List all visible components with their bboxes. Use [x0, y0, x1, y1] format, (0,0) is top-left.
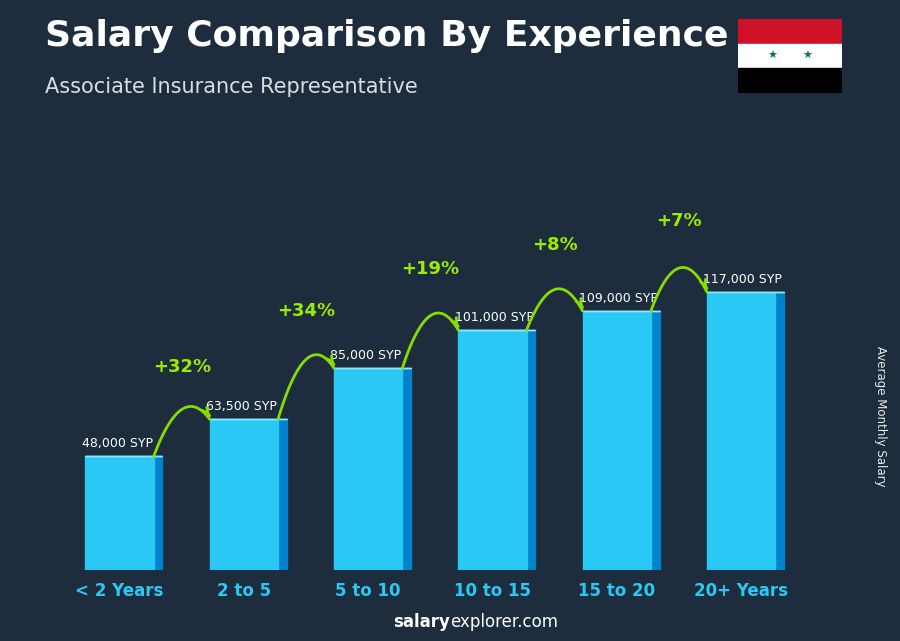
Text: 101,000 SYP: 101,000 SYP	[454, 311, 534, 324]
Bar	[738, 69, 842, 93]
Text: +19%: +19%	[401, 260, 459, 278]
Bar	[334, 368, 402, 570]
Bar	[738, 19, 842, 44]
Text: +32%: +32%	[153, 358, 211, 376]
Bar	[210, 419, 278, 570]
Text: Associate Insurance Representative: Associate Insurance Representative	[45, 77, 418, 97]
Polygon shape	[154, 456, 162, 570]
Text: 48,000 SYP: 48,000 SYP	[82, 437, 153, 450]
Bar	[86, 456, 154, 570]
Bar	[706, 292, 775, 570]
Polygon shape	[402, 368, 411, 570]
Text: explorer.com: explorer.com	[450, 613, 558, 631]
Text: Average Monthly Salary: Average Monthly Salary	[874, 346, 886, 487]
Bar	[458, 330, 526, 570]
Text: 63,500 SYP: 63,500 SYP	[206, 401, 277, 413]
Polygon shape	[651, 311, 660, 570]
Text: Salary Comparison By Experience: Salary Comparison By Experience	[45, 19, 728, 53]
Polygon shape	[775, 292, 784, 570]
Text: salary: salary	[393, 613, 450, 631]
Text: +8%: +8%	[532, 236, 578, 254]
Polygon shape	[526, 330, 536, 570]
Text: 85,000 SYP: 85,000 SYP	[330, 349, 401, 362]
Text: 117,000 SYP: 117,000 SYP	[703, 273, 782, 286]
Text: +7%: +7%	[656, 212, 702, 230]
Text: +34%: +34%	[277, 303, 335, 320]
Text: ★: ★	[768, 51, 778, 61]
Bar	[582, 311, 651, 570]
Text: ★: ★	[802, 51, 812, 61]
Bar	[738, 44, 842, 69]
Text: 109,000 SYP: 109,000 SYP	[579, 292, 658, 305]
Polygon shape	[278, 419, 287, 570]
